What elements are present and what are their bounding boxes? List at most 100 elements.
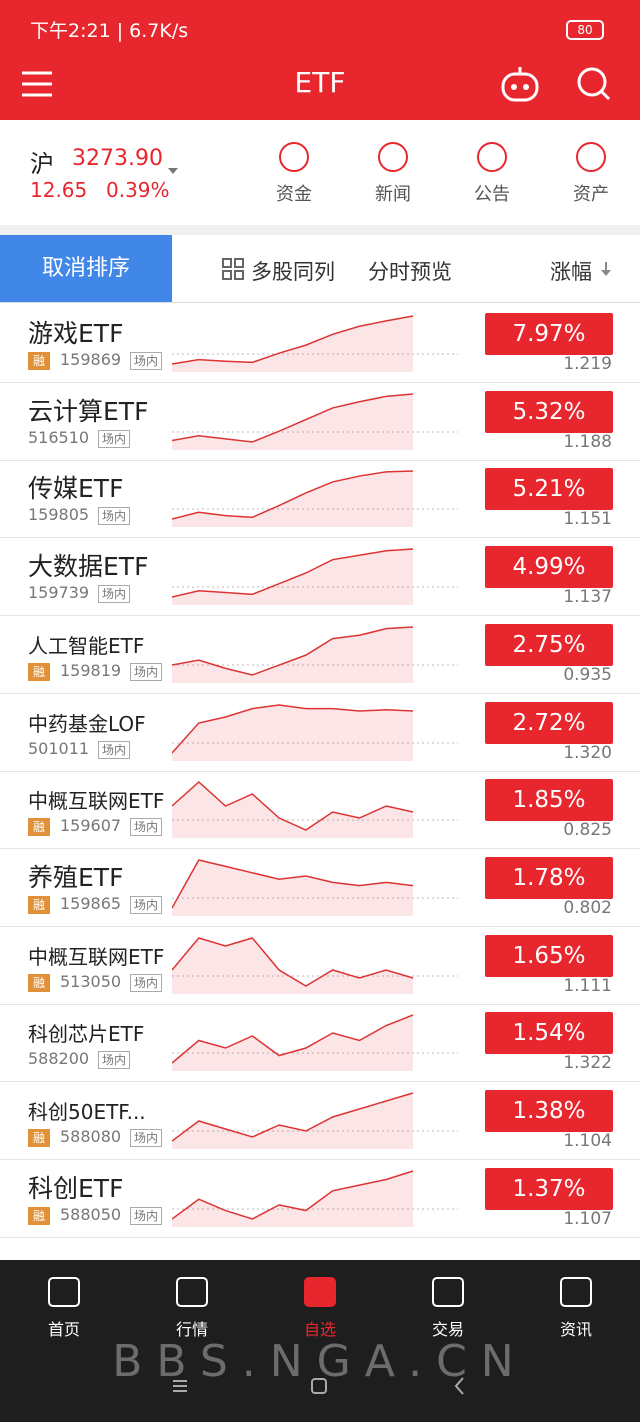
change-pct[interactable]: 1.38% [485, 1090, 613, 1132]
etf-code: 588080 [60, 1127, 122, 1146]
sparkline-line [172, 315, 414, 365]
search-icon[interactable] [576, 66, 612, 102]
last-price: 1.137 [563, 587, 612, 608]
cancel-sort-button[interactable]: 取消排序 [0, 235, 172, 302]
robot-icon[interactable] [500, 64, 540, 104]
shortcut-label[interactable]: 新闻 [375, 184, 411, 205]
tab-icon[interactable] [46, 1275, 82, 1309]
market-tag: 场内 [130, 895, 163, 914]
tab-icon[interactable] [302, 1275, 338, 1309]
grid-icon [222, 258, 244, 280]
tab-label[interactable]: 交易 [431, 1320, 464, 1339]
last-price: 1.107 [563, 1208, 612, 1229]
shortcut-icon[interactable] [475, 140, 509, 174]
sparkline-line [172, 470, 414, 521]
shortcut-label[interactable]: 公告 [474, 184, 510, 205]
sparkline-line [172, 392, 414, 443]
market-tag: 场内 [98, 585, 131, 604]
change-pct[interactable]: 1.78% [485, 856, 613, 899]
change-pct[interactable]: 1.65% [485, 934, 613, 977]
etf-code: 159819 [60, 660, 122, 680]
etf-row[interactable]: 中药基金LOF 501011 场内 2.72% 1.320 [0, 693, 640, 772]
etf-code: 516510 [28, 427, 90, 447]
tab-label[interactable]: 自选 [303, 1320, 336, 1339]
tab-label[interactable]: 资讯 [559, 1320, 592, 1339]
sparkline-area [172, 316, 413, 372]
tab-icon[interactable] [174, 1275, 210, 1309]
etf-row[interactable]: 科创50ETF... 融 588080 场内 1.38% 1.104 [0, 1081, 640, 1160]
tab-icon[interactable] [558, 1275, 594, 1309]
tab-icon[interactable] [430, 1275, 466, 1309]
icon-shape [432, 1277, 464, 1307]
etf-row[interactable]: 人工智能ETF 融 159819 场内 2.75% 0.935 [0, 615, 640, 694]
last-price: 1.322 [563, 1053, 612, 1074]
margin-badge: 融 [28, 818, 50, 837]
preview-button[interactable]: 分时预览 [368, 260, 452, 284]
etf-name: 科创ETF [28, 1173, 124, 1203]
etf-row[interactable]: 游戏ETF 融 159869 场内 7.97% 1.219 [0, 304, 640, 383]
change-pct[interactable]: 5.32% [485, 390, 613, 433]
shortcut-label[interactable]: 资金 [276, 184, 312, 205]
etf-row[interactable]: 养殖ETF 融 159865 场内 1.78% 0.802 [0, 848, 640, 927]
change-pct[interactable]: 7.97% [485, 313, 613, 355]
last-price: 1.111 [563, 975, 612, 996]
multi-view-button[interactable]: 多股同列 [251, 260, 335, 284]
etf-row[interactable]: 传媒ETF 159805 场内 5.21% 1.151 [0, 459, 640, 539]
etf-row[interactable]: 中概互联网ETF 融 513050 场内 1.65% 1.111 [0, 926, 640, 1005]
sparkline-area [172, 937, 413, 994]
change-pct[interactable]: 4.99% [485, 546, 613, 589]
icon-shape [576, 142, 606, 172]
etf-row[interactable]: 大数据ETF 159739 场内 4.99% 1.137 [0, 537, 640, 617]
sparkline-line [172, 1169, 414, 1220]
page-title: ETF [294, 66, 346, 99]
tab-label[interactable]: 行情 [175, 1320, 208, 1339]
icon-shape [279, 142, 309, 172]
sort-arrow [601, 262, 611, 276]
tab-label[interactable]: 首页 [47, 1320, 80, 1339]
sort-by-button[interactable]: 涨幅 [550, 260, 592, 284]
etf-row[interactable]: 中概互联网ETF 融 159607 场内 1.85% 0.825 [0, 770, 640, 850]
last-price: 1.219 [563, 354, 612, 374]
shortcut-icon[interactable] [574, 140, 608, 174]
sparkline-line [172, 1092, 414, 1142]
etf-code: 159739 [28, 583, 90, 603]
margin-badge: 融 [28, 973, 50, 992]
index-value[interactable]: 3273.90 [72, 146, 163, 171]
sparkline [172, 936, 458, 994]
icon-shape [477, 142, 507, 172]
battery: 80 [566, 20, 604, 40]
etf-row[interactable]: 科创ETF 融 588050 场内 1.37% 1.107 [0, 1159, 640, 1238]
change-pct[interactable]: 1.85% [485, 779, 613, 822]
dropdown-arrow [168, 168, 178, 174]
sparkline-area [172, 1170, 413, 1227]
etf-row[interactable]: 科创芯片ETF 588200 场内 1.54% 1.322 [0, 1003, 640, 1083]
change-pct[interactable]: 1.54% [485, 1012, 613, 1055]
etf-name: 科创芯片ETF [28, 1022, 145, 1047]
sparkline [172, 859, 458, 916]
etf-row[interactable]: 云计算ETF 516510 场内 5.32% 1.188 [0, 382, 640, 461]
header-bg [0, 0, 640, 120]
margin-badge: 融 [28, 1129, 50, 1147]
market-tag: 场内 [130, 1206, 163, 1225]
sparkline-area [172, 782, 413, 839]
etf-name: 游戏ETF [28, 319, 124, 348]
menu-icon[interactable] [22, 70, 54, 98]
sparkline [172, 1014, 458, 1072]
shortcut-icon[interactable] [277, 140, 311, 174]
etf-code: 159805 [28, 505, 90, 525]
index-change: 12.65 [30, 178, 88, 202]
sparkline-line [172, 859, 414, 909]
shortcut-label[interactable]: 资产 [573, 184, 609, 205]
shortcut-icon[interactable] [376, 140, 410, 174]
sparkline-line [172, 1014, 414, 1064]
etf-code: 159607 [60, 816, 122, 836]
change-pct[interactable]: 1.37% [485, 1167, 613, 1210]
change-pct[interactable]: 5.21% [485, 468, 613, 511]
change-pct[interactable]: 2.75% [485, 623, 613, 666]
toolbar-border [0, 302, 640, 303]
icon-shape [378, 142, 408, 172]
sparkline [172, 626, 458, 683]
market-tag: 场内 [130, 352, 163, 370]
change-pct[interactable]: 2.72% [485, 701, 613, 744]
icon-shape [48, 1277, 80, 1307]
